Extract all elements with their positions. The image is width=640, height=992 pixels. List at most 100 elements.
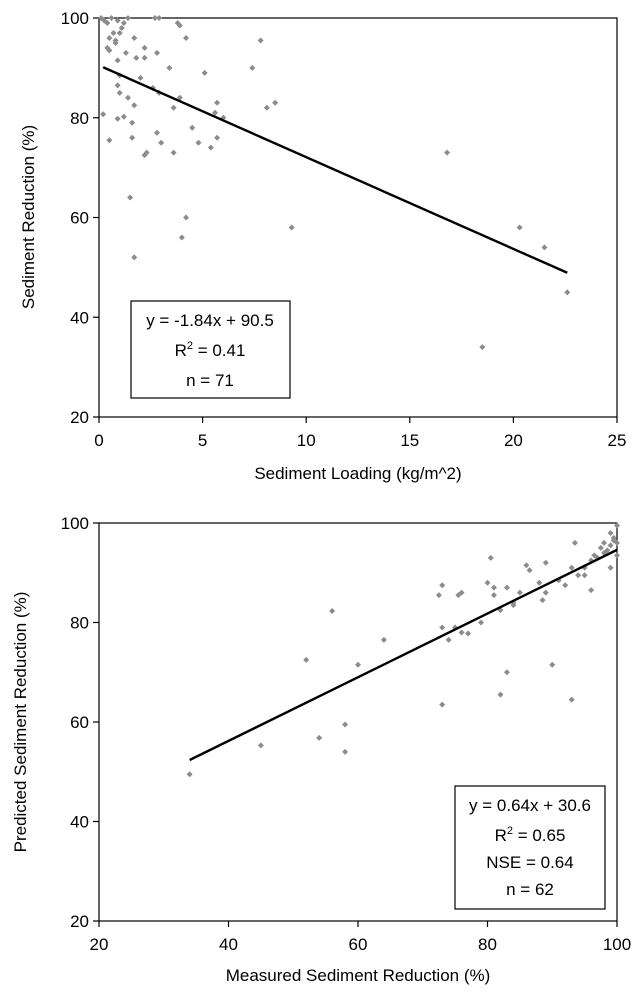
data-point [562, 582, 569, 589]
data-point [445, 636, 452, 643]
data-point [272, 99, 279, 106]
data-point [435, 592, 442, 599]
equation-label: y = -1.84x + 90.5 [146, 311, 274, 330]
x-tick-label: 25 [608, 431, 627, 450]
data-point [510, 602, 517, 609]
data-point [342, 748, 349, 755]
data-points [98, 15, 571, 351]
data-point [575, 572, 582, 579]
data-point [133, 54, 140, 61]
y-ticks: 20 40 60 80 100 [61, 514, 99, 931]
nse-label: NSE = 0.64 [486, 853, 573, 872]
data-point [214, 134, 221, 141]
data-point [106, 137, 113, 144]
r-squared-label: R2 = 0.41 [175, 340, 246, 360]
data-point [129, 134, 136, 141]
data-point [549, 661, 556, 668]
data-point [178, 234, 185, 241]
x-axis-label: Measured Sediment Reduction (%) [226, 966, 491, 985]
data-point [607, 542, 614, 549]
data-point [601, 539, 608, 546]
data-point [156, 15, 163, 21]
x-tick-label: 80 [478, 935, 497, 954]
data-point [614, 539, 620, 546]
data-point [131, 254, 138, 261]
y-axis-label: Predicted Sediment Reduction (%) [11, 592, 30, 853]
data-point [112, 39, 119, 46]
data-point [120, 19, 127, 26]
data-point [263, 104, 270, 111]
x-tick-label: 5 [198, 431, 207, 450]
trend-line [102, 66, 568, 274]
data-point [114, 82, 121, 89]
data-point [568, 696, 575, 703]
data-point [484, 579, 491, 586]
x-tick-label: 60 [349, 935, 368, 954]
data-point [249, 64, 256, 71]
data-point [355, 661, 361, 668]
data-point [120, 113, 127, 120]
data-point [104, 19, 111, 26]
data-point [542, 589, 549, 596]
x-tick-label: 20 [90, 935, 109, 954]
data-point [189, 124, 196, 131]
data-point [141, 54, 148, 61]
data-point [106, 47, 113, 54]
data-point [439, 701, 446, 708]
data-point [212, 109, 219, 116]
predicted-vs-measured-chart: 20 40 60 80 100 20 40 60 80 100 Measured Sedimen… [11, 514, 631, 985]
sample-size-label: n = 71 [186, 371, 234, 390]
data-point [158, 139, 165, 146]
data-point [114, 115, 121, 122]
y-tick-label: 40 [70, 308, 89, 327]
r-squared-label: R2 = 0.65 [495, 825, 566, 845]
data-point [122, 49, 129, 56]
sediment-loading-chart: 20 40 60 80 100 0 5 10 15 20 25 Sediment Loading … [19, 9, 626, 483]
data-point [478, 619, 485, 626]
data-point [458, 629, 465, 636]
data-point [444, 149, 451, 156]
data-point [588, 587, 595, 594]
y-tick-label: 100 [61, 9, 89, 28]
data-point [257, 37, 264, 44]
data-point [151, 15, 158, 21]
data-point [183, 214, 190, 221]
data-point [114, 17, 121, 24]
data-point [568, 564, 575, 571]
data-point [154, 49, 161, 56]
data-point [516, 224, 523, 231]
data-point [100, 111, 107, 118]
data-point [129, 119, 136, 126]
x-tick-label: 100 [603, 935, 631, 954]
x-tick-label: 20 [504, 431, 523, 450]
data-point [465, 630, 472, 637]
data-point [114, 57, 121, 64]
data-point [125, 15, 132, 21]
data-point [597, 544, 604, 551]
data-point [542, 559, 549, 566]
stats-box: y = 0.64x + 30.6 R2 = 0.65 NSE = 0.64 n … [454, 785, 606, 910]
data-point [214, 99, 221, 106]
data-point [170, 104, 177, 111]
x-ticks: 20 40 60 80 100 [90, 921, 631, 954]
x-tick-label: 0 [94, 431, 103, 450]
x-tick-label: 10 [297, 431, 316, 450]
data-point [329, 608, 336, 615]
data-point [581, 572, 588, 579]
data-point [257, 742, 264, 749]
data-point [183, 34, 190, 41]
data-point [503, 669, 510, 676]
sample-size-label: n = 62 [506, 880, 554, 899]
data-point [607, 564, 614, 571]
data-point [536, 579, 543, 586]
data-point [106, 34, 113, 41]
data-point [503, 584, 510, 591]
data-point [479, 344, 486, 351]
x-tick-label: 40 [219, 935, 238, 954]
data-point [526, 567, 533, 574]
data-point [604, 547, 611, 554]
y-axis-label: Sediment Reduction (%) [19, 125, 38, 309]
data-point [108, 15, 115, 21]
data-point [166, 64, 173, 71]
